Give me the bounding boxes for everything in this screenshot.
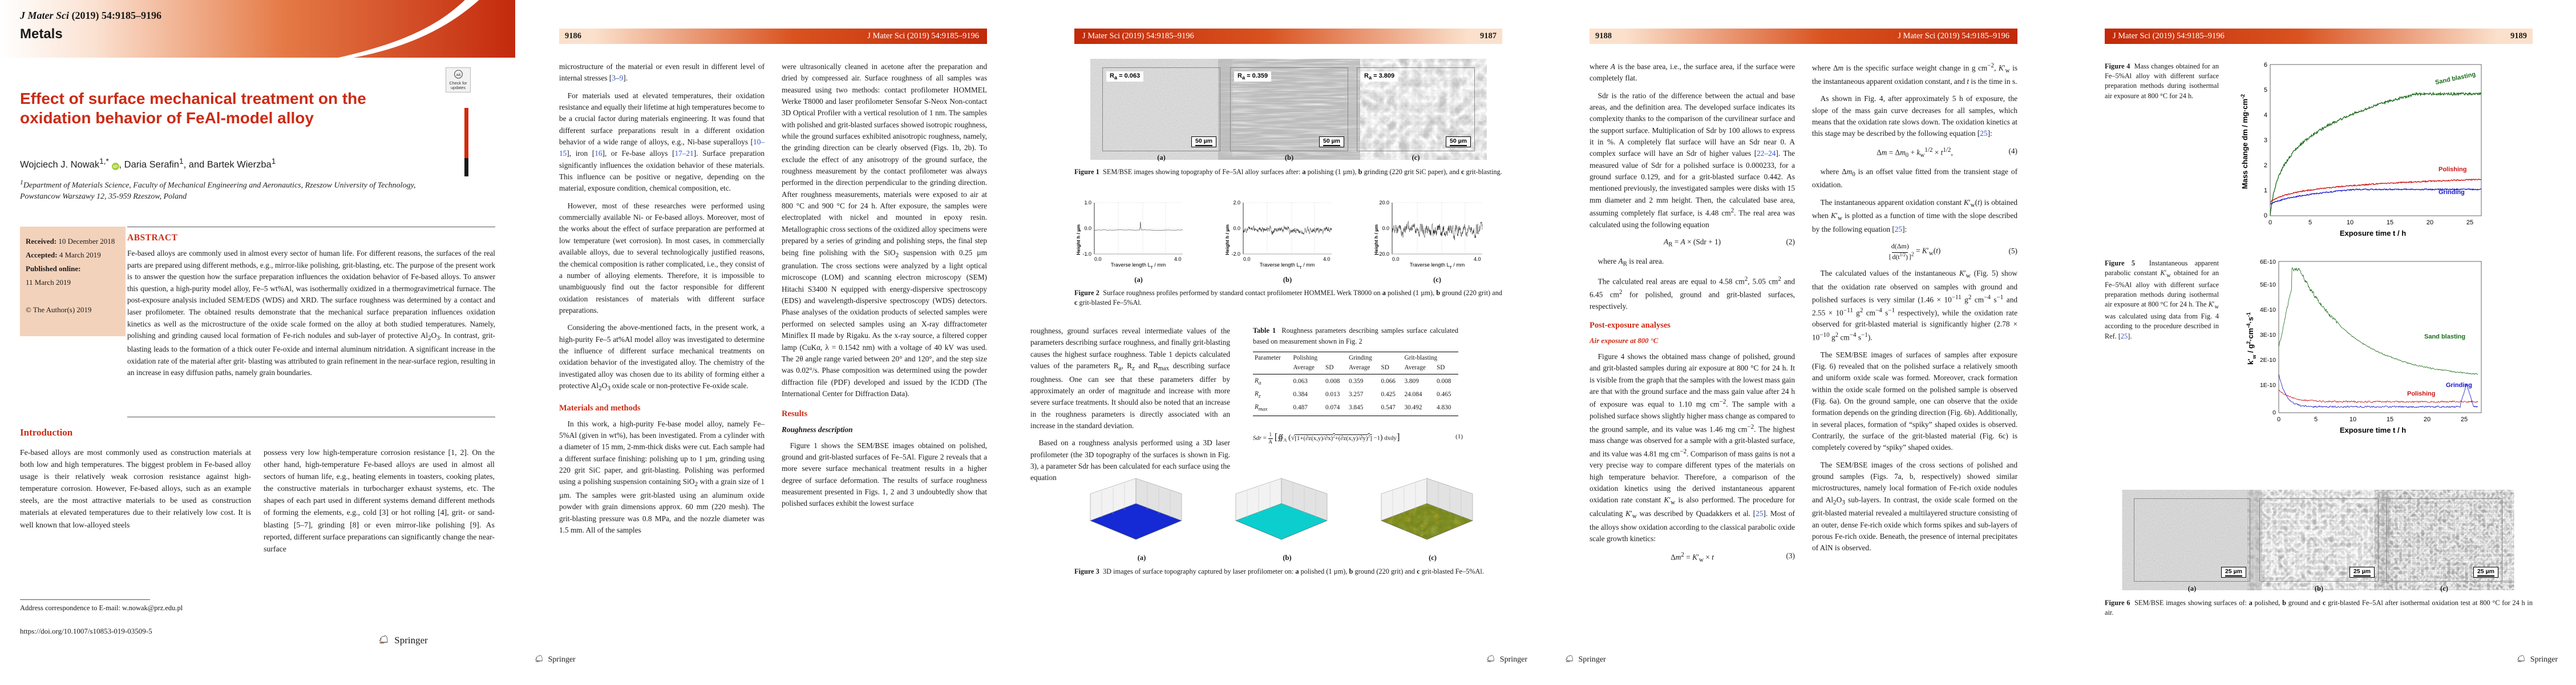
svg-text:Traverse length LT / mm: Traverse length LT / mm: [1260, 262, 1315, 270]
svg-text:20.0: 20.0: [1379, 200, 1389, 206]
svg-text:4.0: 4.0: [1474, 256, 1481, 262]
svg-text:Height h / µm: Height h / µm: [1224, 224, 1230, 255]
svg-text:4.0: 4.0: [1174, 256, 1182, 262]
svg-text:1.0: 1.0: [1084, 200, 1091, 206]
svg-text:-1.0: -1.0: [1082, 251, 1091, 257]
svg-text:0.0: 0.0: [1382, 225, 1389, 231]
svg-text:0.0: 0.0: [1392, 256, 1400, 262]
svg-text:0.0: 0.0: [1094, 256, 1102, 262]
svg-text:2.0: 2.0: [1233, 200, 1240, 206]
svg-text:0.0: 0.0: [1243, 256, 1251, 262]
svg-text:Traverse length LT / mm: Traverse length LT / mm: [1111, 262, 1166, 270]
svg-text:4.0: 4.0: [1323, 256, 1331, 262]
svg-text:Height h / µm: Height h / µm: [1373, 224, 1379, 255]
svg-text:-2.0: -2.0: [1231, 251, 1240, 257]
svg-text:Height h / µm: Height h / µm: [1075, 224, 1081, 255]
svg-text:Traverse length LT / mm: Traverse length LT / mm: [1410, 262, 1465, 270]
svg-text:-20.0: -20.0: [1377, 251, 1389, 257]
svg-text:0.0: 0.0: [1084, 225, 1091, 231]
svg-text:0.0: 0.0: [1233, 225, 1240, 231]
